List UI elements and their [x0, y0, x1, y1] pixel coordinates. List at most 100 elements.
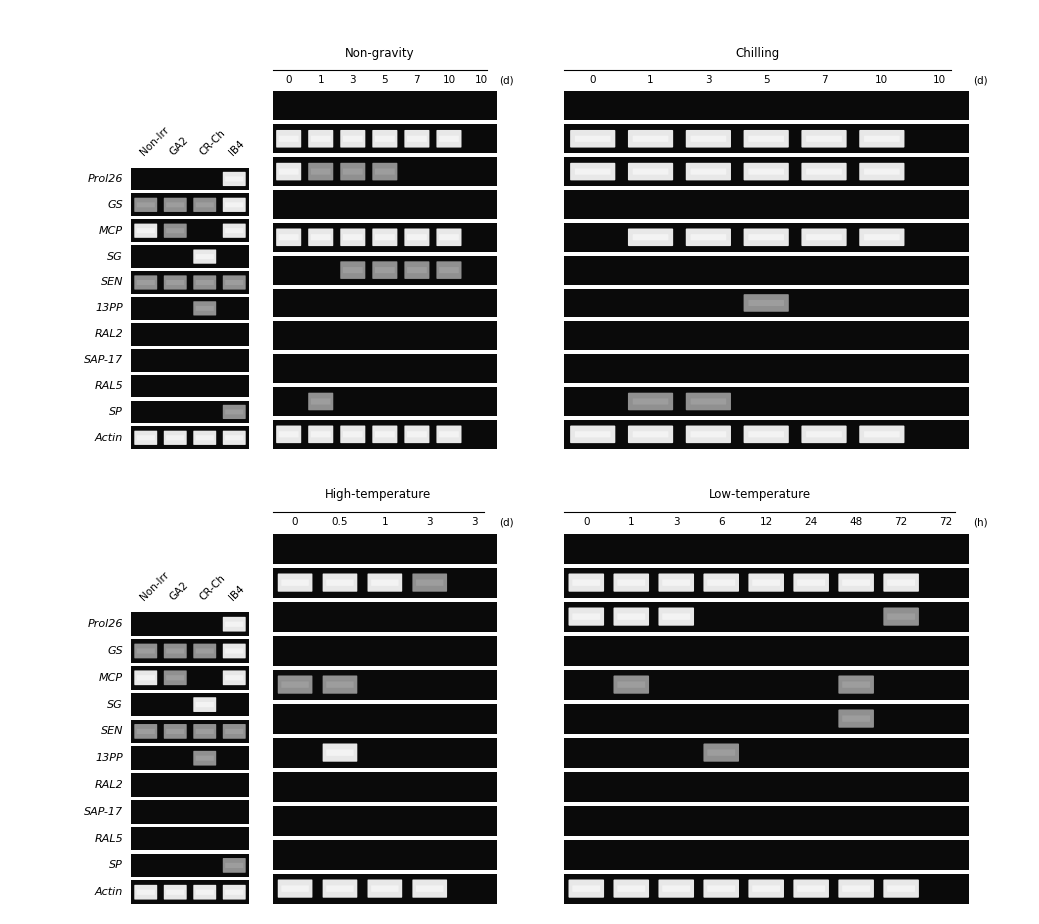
FancyBboxPatch shape [137, 890, 155, 894]
FancyBboxPatch shape [222, 671, 245, 686]
FancyBboxPatch shape [404, 426, 429, 444]
FancyBboxPatch shape [686, 393, 731, 410]
FancyBboxPatch shape [436, 228, 461, 246]
FancyBboxPatch shape [797, 885, 825, 892]
FancyBboxPatch shape [575, 432, 611, 437]
Text: 5: 5 [763, 75, 770, 85]
FancyBboxPatch shape [859, 130, 905, 148]
Text: 12: 12 [760, 517, 773, 528]
FancyBboxPatch shape [372, 130, 397, 148]
FancyBboxPatch shape [794, 880, 829, 898]
FancyBboxPatch shape [662, 579, 690, 586]
Bar [131, 827, 249, 850]
FancyBboxPatch shape [222, 224, 245, 237]
Text: RAL2: RAL2 [95, 329, 123, 339]
Bar [272, 223, 497, 251]
FancyBboxPatch shape [439, 267, 459, 274]
FancyBboxPatch shape [436, 261, 461, 279]
Bar [131, 666, 249, 689]
FancyBboxPatch shape [748, 234, 784, 240]
FancyBboxPatch shape [166, 280, 184, 285]
Bar [564, 157, 968, 186]
FancyBboxPatch shape [572, 614, 601, 620]
FancyBboxPatch shape [371, 885, 399, 892]
Text: 0: 0 [589, 75, 596, 85]
Text: 1: 1 [628, 517, 635, 528]
Bar [564, 737, 968, 768]
FancyBboxPatch shape [134, 671, 157, 686]
Bar [564, 806, 968, 835]
FancyBboxPatch shape [613, 574, 649, 591]
FancyBboxPatch shape [134, 724, 157, 739]
FancyBboxPatch shape [368, 574, 402, 591]
FancyBboxPatch shape [222, 198, 245, 212]
FancyBboxPatch shape [568, 607, 604, 626]
FancyBboxPatch shape [843, 715, 870, 722]
Text: High-temperature: High-temperature [325, 488, 431, 501]
Text: 24: 24 [804, 517, 818, 528]
Bar [272, 354, 497, 383]
FancyBboxPatch shape [748, 574, 784, 591]
Text: Prol26: Prol26 [87, 174, 123, 184]
Bar [564, 387, 968, 416]
FancyBboxPatch shape [137, 729, 155, 734]
FancyBboxPatch shape [222, 275, 245, 289]
FancyBboxPatch shape [222, 644, 245, 659]
FancyBboxPatch shape [617, 579, 645, 586]
Bar [272, 91, 497, 120]
FancyBboxPatch shape [439, 234, 459, 240]
Text: 72: 72 [939, 517, 953, 528]
FancyBboxPatch shape [407, 267, 427, 274]
FancyBboxPatch shape [838, 880, 874, 898]
FancyBboxPatch shape [225, 202, 243, 207]
FancyBboxPatch shape [838, 675, 874, 694]
Bar [131, 854, 249, 877]
FancyBboxPatch shape [195, 202, 214, 207]
Bar [272, 288, 497, 318]
FancyBboxPatch shape [859, 228, 905, 246]
FancyBboxPatch shape [703, 574, 739, 591]
FancyBboxPatch shape [407, 234, 427, 240]
FancyBboxPatch shape [575, 168, 611, 175]
FancyBboxPatch shape [225, 863, 243, 868]
Text: SG: SG [107, 699, 123, 710]
Text: 0: 0 [286, 75, 292, 85]
Text: MCP: MCP [99, 225, 123, 236]
Bar [272, 387, 497, 416]
FancyBboxPatch shape [311, 136, 330, 142]
Bar [131, 639, 249, 663]
FancyBboxPatch shape [311, 168, 330, 175]
FancyBboxPatch shape [195, 306, 214, 310]
Text: 3: 3 [472, 517, 478, 528]
Bar [564, 873, 968, 904]
FancyBboxPatch shape [193, 275, 216, 289]
FancyBboxPatch shape [613, 607, 649, 626]
FancyBboxPatch shape [164, 431, 187, 445]
Text: GA2: GA2 [168, 579, 191, 602]
Bar [564, 772, 968, 801]
FancyBboxPatch shape [225, 435, 243, 441]
FancyBboxPatch shape [193, 644, 216, 659]
FancyBboxPatch shape [164, 198, 187, 212]
FancyBboxPatch shape [166, 675, 184, 680]
Bar [272, 157, 497, 186]
Bar [564, 354, 968, 383]
FancyBboxPatch shape [222, 885, 245, 900]
Text: 3: 3 [426, 517, 433, 528]
Bar [564, 670, 968, 699]
FancyBboxPatch shape [375, 168, 395, 175]
Text: 3: 3 [705, 75, 712, 85]
Text: 6: 6 [718, 517, 724, 528]
Bar [564, 636, 968, 665]
Text: GS: GS [107, 646, 123, 656]
FancyBboxPatch shape [375, 234, 395, 240]
FancyBboxPatch shape [277, 675, 313, 694]
Bar [131, 747, 249, 770]
FancyBboxPatch shape [744, 294, 789, 311]
Text: 10: 10 [875, 75, 888, 85]
FancyBboxPatch shape [166, 890, 184, 894]
Bar [564, 567, 968, 598]
Text: 72: 72 [895, 517, 908, 528]
FancyBboxPatch shape [195, 649, 214, 653]
Bar [272, 534, 497, 564]
